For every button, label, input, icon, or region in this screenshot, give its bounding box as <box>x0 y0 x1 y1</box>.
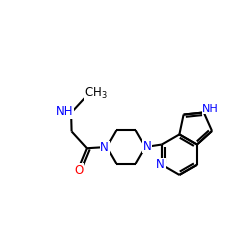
Text: N: N <box>142 140 151 153</box>
Text: NH: NH <box>202 104 219 114</box>
Text: N: N <box>100 141 109 154</box>
Text: N: N <box>156 158 165 171</box>
Text: NH: NH <box>56 105 73 118</box>
Text: O: O <box>74 164 84 177</box>
Text: CH$_3$: CH$_3$ <box>84 86 108 102</box>
